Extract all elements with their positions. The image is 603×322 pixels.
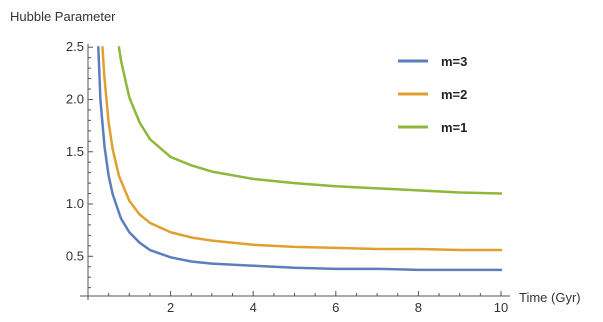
x-axis-title: Time (Gyr)	[519, 290, 581, 305]
x-tick-label: 4	[250, 300, 257, 315]
x-tick-label: 8	[415, 300, 422, 315]
series-line-m=2	[101, 45, 503, 252]
series-line-m=1	[117, 45, 503, 195]
legend-label: m=1	[441, 120, 467, 135]
y-tick-label: 2.5	[66, 39, 84, 54]
legend-label: m=3	[441, 54, 467, 69]
axes	[80, 44, 510, 300]
legend: m=3 m=2 m=1	[398, 54, 467, 135]
series-lines	[97, 45, 503, 272]
x-tick-label: 6	[332, 300, 339, 315]
y-tick-label: 1.5	[66, 144, 84, 159]
ticks: 0.5 1.0 1.5 2.0 2.5 2 4 6 8 10	[66, 39, 508, 315]
x-tick-label: 10	[494, 300, 508, 315]
x-tick-label: 2	[167, 300, 174, 315]
y-axis-title: Hubble Parameter	[10, 9, 116, 24]
y-tick-label: 1.0	[66, 196, 84, 211]
series-line-m=3	[97, 45, 503, 272]
legend-label: m=2	[441, 87, 467, 102]
y-tick-label: 2.0	[66, 91, 84, 106]
y-tick-label: 0.5	[66, 248, 84, 263]
